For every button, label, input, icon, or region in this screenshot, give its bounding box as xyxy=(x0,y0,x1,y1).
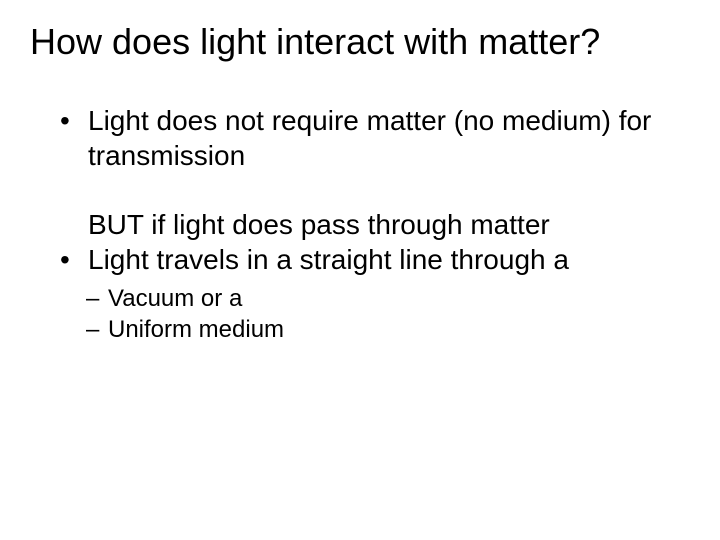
sub-bullet-item: Vacuum or a xyxy=(86,283,690,314)
bullet-item: Light travels in a straight line through… xyxy=(60,242,690,277)
interjection-text: BUT if light does pass through matter xyxy=(88,207,690,242)
bullet-list: Light travels in a straight line through… xyxy=(60,242,690,277)
sub-bullet-item: Uniform medium xyxy=(86,314,690,345)
bullet-item: Light does not require matter (no medium… xyxy=(60,103,690,173)
slide: How does light interact with matter? Lig… xyxy=(0,0,720,540)
sub-bullet-list: Vacuum or a Uniform medium xyxy=(86,283,690,345)
bullet-list: Light does not require matter (no medium… xyxy=(60,103,690,173)
slide-title: How does light interact with matter? xyxy=(30,20,690,63)
